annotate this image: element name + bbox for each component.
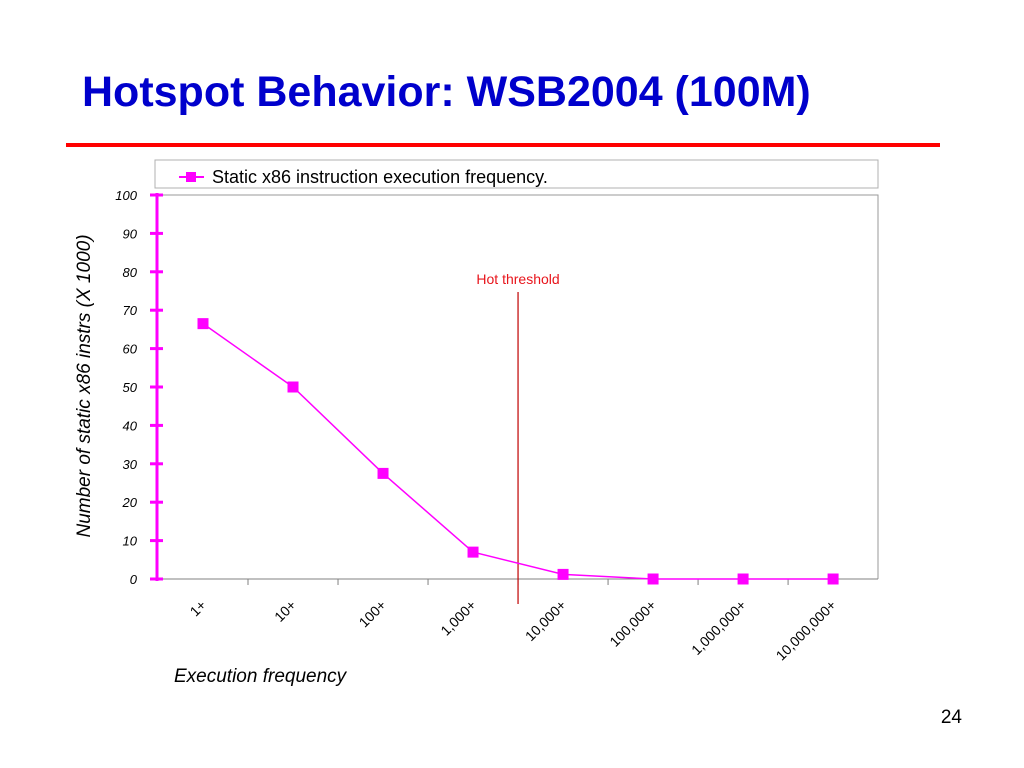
x-tick-label: 10,000,000+ — [773, 597, 840, 664]
y-tick-label: 50 — [123, 380, 138, 395]
hot-threshold-label: Hot threshold — [476, 271, 559, 287]
y-tick-label: 20 — [122, 495, 138, 510]
x-tick-label: 10+ — [271, 597, 299, 625]
data-point — [377, 467, 389, 479]
data-point — [557, 568, 569, 580]
y-tick-label: 60 — [123, 342, 138, 357]
title-underline — [66, 143, 940, 147]
y-axis-title: Number of static x86 instrs (X 1000) — [74, 234, 95, 537]
y-tick-label: 0 — [130, 572, 138, 587]
x-tick-label: 1,000,000+ — [688, 597, 749, 658]
plot-frame — [157, 194, 879, 579]
x-tick-label: 1,000+ — [437, 597, 479, 639]
series-line — [202, 323, 834, 580]
data-point — [737, 573, 749, 585]
slide-title: Hotspot Behavior: WSB2004 (100M) — [82, 68, 811, 116]
y-tick-label: 90 — [123, 226, 138, 241]
legend-box — [154, 159, 879, 189]
y-tick-label: 10 — [123, 534, 138, 549]
x-tick-label: 100,000+ — [606, 597, 659, 650]
x-tick-label: 1+ — [187, 597, 210, 620]
y-tick-label: 80 — [123, 265, 138, 280]
y-tick-label: 40 — [123, 418, 138, 433]
x-tick-label: 10,000+ — [522, 597, 569, 644]
x-axis-title: Execution frequency — [174, 666, 348, 687]
data-point — [827, 573, 839, 585]
data-point — [197, 318, 209, 330]
data-point — [467, 546, 479, 558]
x-tick-label: 100+ — [356, 597, 390, 631]
data-point — [647, 573, 659, 585]
page-number: 24 — [940, 707, 962, 728]
legend-marker — [186, 172, 196, 182]
y-tick-label: 100 — [115, 188, 137, 203]
legend-label: Static x86 instruction execution frequen… — [212, 167, 548, 187]
y-tick-label: 30 — [123, 457, 138, 472]
y-tick-label: 70 — [123, 303, 138, 318]
data-point — [287, 381, 299, 393]
